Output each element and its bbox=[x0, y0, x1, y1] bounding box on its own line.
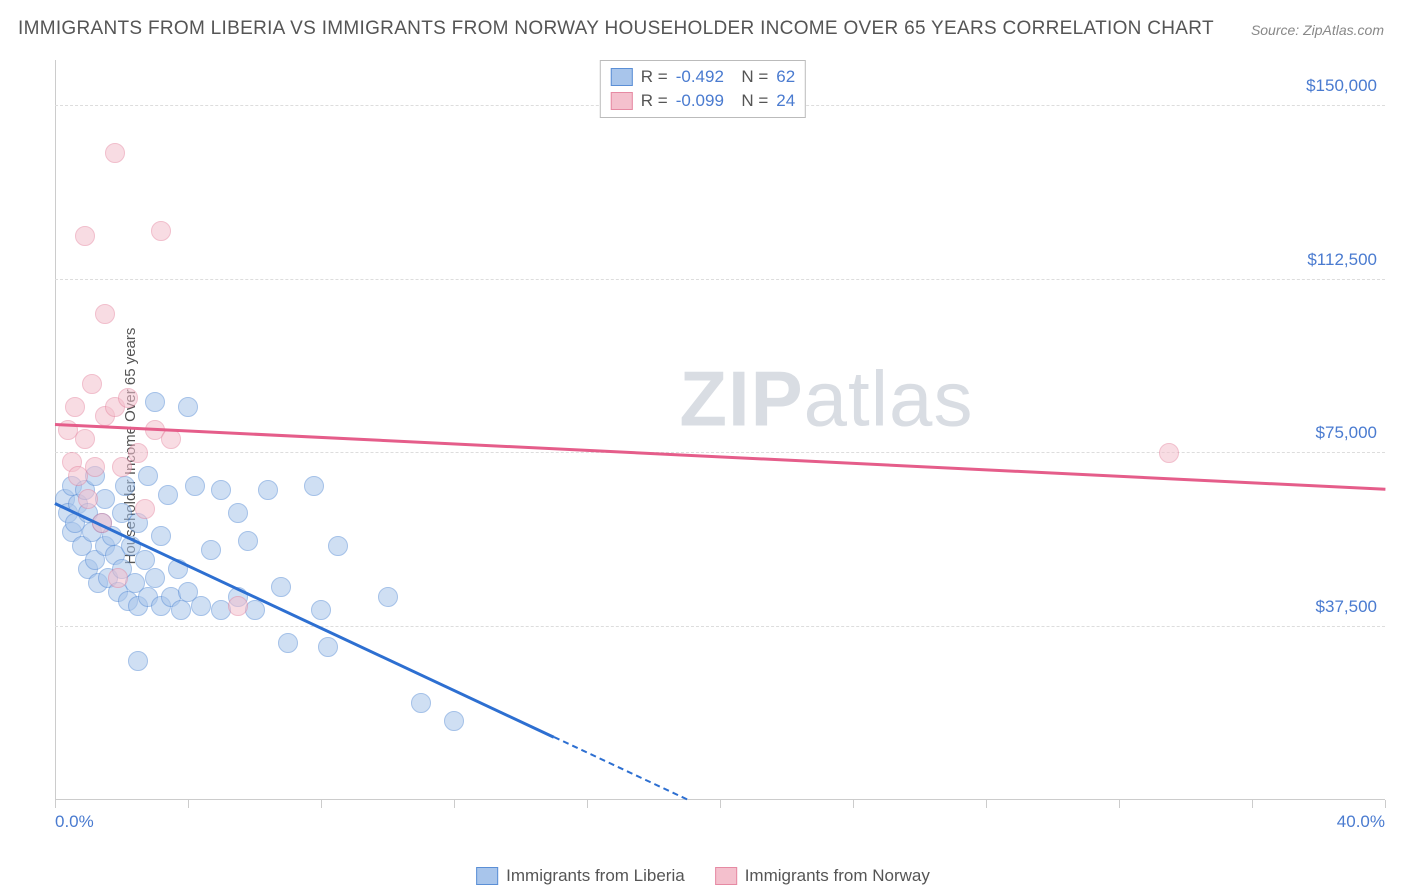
legend-row: R = -0.492 N = 62 bbox=[611, 65, 795, 89]
data-point bbox=[85, 457, 105, 477]
series-legend-item: Immigrants from Liberia bbox=[476, 866, 685, 886]
data-point bbox=[311, 600, 331, 620]
data-point bbox=[444, 711, 464, 731]
x-tick bbox=[321, 800, 322, 808]
data-point bbox=[1159, 443, 1179, 463]
data-point bbox=[115, 476, 135, 496]
legend-swatch bbox=[476, 867, 498, 885]
data-point bbox=[95, 304, 115, 324]
data-point bbox=[145, 568, 165, 588]
x-tick bbox=[1385, 800, 1386, 808]
data-point bbox=[228, 596, 248, 616]
data-point bbox=[191, 596, 211, 616]
trend-line bbox=[55, 423, 1385, 490]
data-point bbox=[138, 466, 158, 486]
legend-n-value: 24 bbox=[776, 91, 795, 111]
data-point bbox=[128, 651, 148, 671]
x-tick bbox=[1252, 800, 1253, 808]
y-tick-label: $112,500 bbox=[1307, 250, 1377, 270]
legend-n-label: N = bbox=[732, 67, 768, 87]
data-point bbox=[411, 693, 431, 713]
legend-swatch bbox=[611, 68, 633, 86]
data-point bbox=[75, 429, 95, 449]
legend-n-label: N = bbox=[732, 91, 768, 111]
data-point bbox=[178, 397, 198, 417]
series-name: Immigrants from Norway bbox=[745, 866, 930, 886]
correlation-legend: R = -0.492 N = 62R = -0.099 N = 24 bbox=[600, 60, 806, 118]
x-max-label: 40.0% bbox=[1337, 812, 1385, 832]
data-point bbox=[185, 476, 205, 496]
data-point bbox=[108, 568, 128, 588]
gridline bbox=[55, 626, 1385, 627]
y-tick-label: $37,500 bbox=[1316, 597, 1377, 617]
series-legend: Immigrants from Liberia Immigrants from N… bbox=[476, 866, 930, 886]
y-tick-label: $75,000 bbox=[1316, 423, 1377, 443]
legend-r-value: -0.492 bbox=[676, 67, 724, 87]
data-point bbox=[271, 577, 291, 597]
data-point bbox=[65, 397, 85, 417]
data-point bbox=[161, 429, 181, 449]
legend-r-value: -0.099 bbox=[676, 91, 724, 111]
x-tick bbox=[1119, 800, 1120, 808]
x-tick bbox=[853, 800, 854, 808]
data-point bbox=[82, 374, 102, 394]
data-point bbox=[78, 489, 98, 509]
legend-n-value: 62 bbox=[776, 67, 795, 87]
data-point bbox=[278, 633, 298, 653]
x-tick bbox=[454, 800, 455, 808]
legend-swatch bbox=[715, 867, 737, 885]
gridline bbox=[55, 279, 1385, 280]
legend-swatch bbox=[611, 92, 633, 110]
scatter-plot: ZIPatlas $37,500 $75,000 $112,500 $150,000 0… bbox=[55, 60, 1385, 830]
y-axis bbox=[55, 60, 56, 800]
data-point bbox=[228, 503, 248, 523]
data-point bbox=[171, 600, 191, 620]
trend-line bbox=[553, 736, 687, 800]
x-tick bbox=[587, 800, 588, 808]
data-point bbox=[318, 637, 338, 657]
x-min-label: 0.0% bbox=[55, 812, 94, 832]
x-tick bbox=[986, 800, 987, 808]
data-point bbox=[378, 587, 398, 607]
chart-title: IMMIGRANTS FROM LIBERIA VS IMMIGRANTS FR… bbox=[18, 18, 1214, 40]
data-point bbox=[304, 476, 324, 496]
legend-r-label: R = bbox=[641, 67, 668, 87]
trend-line bbox=[54, 502, 554, 738]
legend-row: R = -0.099 N = 24 bbox=[611, 89, 795, 113]
data-point bbox=[135, 550, 155, 570]
data-point bbox=[151, 221, 171, 241]
data-point bbox=[105, 143, 125, 163]
x-tick bbox=[188, 800, 189, 808]
data-point bbox=[128, 443, 148, 463]
legend-r-label: R = bbox=[641, 91, 668, 111]
data-point bbox=[201, 540, 221, 560]
data-point bbox=[158, 485, 178, 505]
series-legend-item: Immigrants from Norway bbox=[715, 866, 930, 886]
data-point bbox=[145, 392, 165, 412]
data-point bbox=[238, 531, 258, 551]
watermark: ZIPatlas bbox=[679, 353, 973, 444]
gridline bbox=[55, 452, 1385, 453]
data-point bbox=[258, 480, 278, 500]
data-point bbox=[112, 457, 132, 477]
data-point bbox=[328, 536, 348, 556]
x-tick bbox=[55, 800, 56, 808]
data-point bbox=[75, 226, 95, 246]
source-attribution: Source: ZipAtlas.com bbox=[1251, 22, 1384, 38]
x-tick bbox=[720, 800, 721, 808]
y-tick-label: $150,000 bbox=[1306, 76, 1377, 96]
data-point bbox=[151, 526, 171, 546]
data-point bbox=[135, 499, 155, 519]
series-name: Immigrants from Liberia bbox=[506, 866, 685, 886]
data-point bbox=[118, 388, 138, 408]
data-point bbox=[211, 480, 231, 500]
